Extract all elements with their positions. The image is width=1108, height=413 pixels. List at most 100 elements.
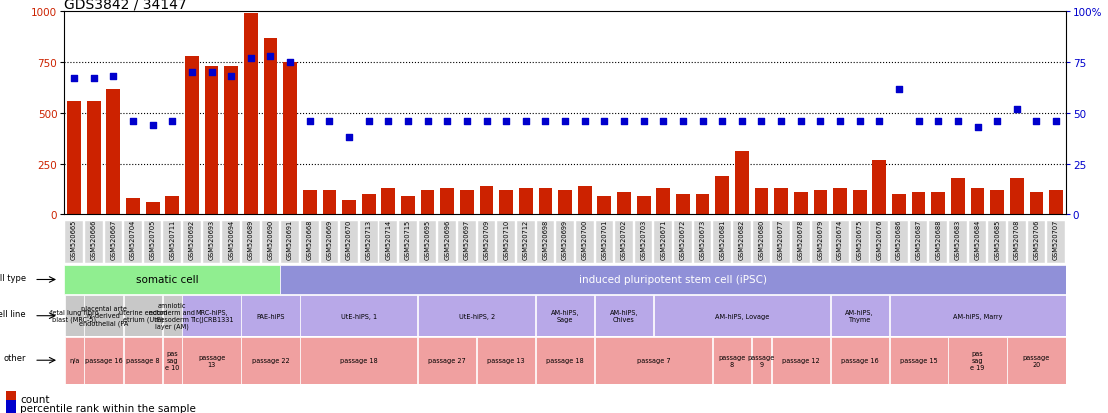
- Text: GDS3842 / 34147: GDS3842 / 34147: [64, 0, 187, 11]
- FancyBboxPatch shape: [164, 221, 181, 263]
- Text: UtE-hiPS, 2: UtE-hiPS, 2: [459, 313, 495, 319]
- Bar: [460, 190, 474, 215]
- FancyBboxPatch shape: [752, 337, 771, 384]
- Point: [1008, 106, 1026, 113]
- Bar: [401, 197, 414, 215]
- FancyBboxPatch shape: [910, 221, 927, 263]
- Text: pas
sag
e 10: pas sag e 10: [165, 350, 179, 370]
- Text: GSM520694: GSM520694: [228, 219, 234, 260]
- Bar: [264, 39, 277, 215]
- Bar: [302, 190, 317, 215]
- Point: [674, 119, 691, 125]
- Point: [261, 54, 279, 60]
- Bar: [284, 63, 297, 215]
- Text: passage 27: passage 27: [429, 357, 466, 363]
- Text: GSM520688: GSM520688: [935, 219, 941, 260]
- Bar: [578, 186, 592, 215]
- Text: GSM520680: GSM520680: [759, 219, 765, 260]
- Text: amniotic
ectoderm and
mesoderm
layer (AM): amniotic ectoderm and mesoderm layer (AM…: [150, 302, 195, 330]
- FancyBboxPatch shape: [85, 221, 103, 263]
- FancyBboxPatch shape: [792, 221, 810, 263]
- Point: [655, 119, 673, 125]
- Bar: [971, 188, 984, 215]
- Point: [890, 86, 907, 93]
- Bar: [440, 188, 454, 215]
- Bar: [480, 186, 493, 215]
- Text: passage 18: passage 18: [546, 357, 584, 363]
- Point: [144, 122, 162, 129]
- Text: passage 7: passage 7: [637, 357, 670, 363]
- FancyBboxPatch shape: [439, 221, 456, 263]
- Bar: [165, 197, 179, 215]
- Point: [497, 119, 515, 125]
- Point: [517, 119, 535, 125]
- Bar: [1009, 178, 1024, 215]
- Text: passage 15: passage 15: [900, 357, 937, 363]
- Text: GSM520675: GSM520675: [856, 219, 863, 260]
- FancyBboxPatch shape: [712, 337, 751, 384]
- Point: [595, 119, 613, 125]
- FancyBboxPatch shape: [223, 221, 240, 263]
- Point: [242, 56, 259, 62]
- Bar: [244, 14, 258, 215]
- FancyBboxPatch shape: [360, 221, 378, 263]
- Text: cell type: cell type: [0, 274, 27, 283]
- Point: [124, 119, 142, 125]
- FancyBboxPatch shape: [1047, 221, 1065, 263]
- Text: passage 13: passage 13: [488, 357, 525, 363]
- Text: GSM520697: GSM520697: [464, 219, 470, 260]
- Text: GSM520707: GSM520707: [1053, 219, 1059, 260]
- FancyBboxPatch shape: [752, 221, 770, 263]
- Point: [968, 124, 986, 131]
- Point: [871, 119, 889, 125]
- Bar: [932, 192, 945, 215]
- FancyBboxPatch shape: [714, 221, 731, 263]
- Text: GSM520706: GSM520706: [1034, 219, 1039, 260]
- Point: [419, 119, 437, 125]
- Bar: [68, 102, 81, 215]
- FancyBboxPatch shape: [694, 221, 711, 263]
- Text: GSM520695: GSM520695: [424, 219, 431, 260]
- Text: passage 22: passage 22: [252, 357, 289, 363]
- Point: [635, 119, 653, 125]
- FancyBboxPatch shape: [890, 221, 907, 263]
- Point: [1047, 119, 1065, 125]
- FancyBboxPatch shape: [379, 221, 397, 263]
- FancyBboxPatch shape: [871, 221, 889, 263]
- Text: GSM520681: GSM520681: [719, 219, 726, 260]
- FancyBboxPatch shape: [831, 221, 849, 263]
- Point: [733, 119, 751, 125]
- Point: [281, 59, 299, 66]
- Point: [950, 119, 967, 125]
- FancyBboxPatch shape: [419, 221, 437, 263]
- Bar: [676, 195, 690, 215]
- Point: [104, 74, 122, 81]
- FancyBboxPatch shape: [595, 296, 653, 336]
- FancyBboxPatch shape: [674, 221, 691, 263]
- FancyBboxPatch shape: [851, 221, 869, 263]
- FancyBboxPatch shape: [144, 221, 162, 263]
- Text: PAE-hiPS: PAE-hiPS: [256, 313, 285, 319]
- FancyBboxPatch shape: [1008, 221, 1026, 263]
- Point: [301, 119, 319, 125]
- Text: passage
8: passage 8: [718, 354, 746, 367]
- Text: GSM520710: GSM520710: [503, 219, 510, 260]
- FancyBboxPatch shape: [1007, 337, 1066, 384]
- FancyBboxPatch shape: [300, 337, 418, 384]
- FancyBboxPatch shape: [536, 296, 594, 336]
- Bar: [6, 392, 16, 406]
- FancyBboxPatch shape: [301, 221, 319, 263]
- FancyBboxPatch shape: [733, 221, 751, 263]
- FancyBboxPatch shape: [64, 296, 83, 336]
- FancyBboxPatch shape: [635, 221, 653, 263]
- Bar: [853, 190, 866, 215]
- Text: GSM520683: GSM520683: [955, 219, 961, 260]
- Bar: [892, 195, 906, 215]
- Text: UtE-hiPS, 1: UtE-hiPS, 1: [341, 313, 377, 319]
- Point: [65, 76, 83, 83]
- FancyBboxPatch shape: [654, 296, 830, 336]
- Text: passage 12: passage 12: [782, 357, 820, 363]
- Text: GSM520692: GSM520692: [189, 219, 195, 260]
- Text: GSM520711: GSM520711: [170, 220, 175, 259]
- Bar: [126, 199, 140, 215]
